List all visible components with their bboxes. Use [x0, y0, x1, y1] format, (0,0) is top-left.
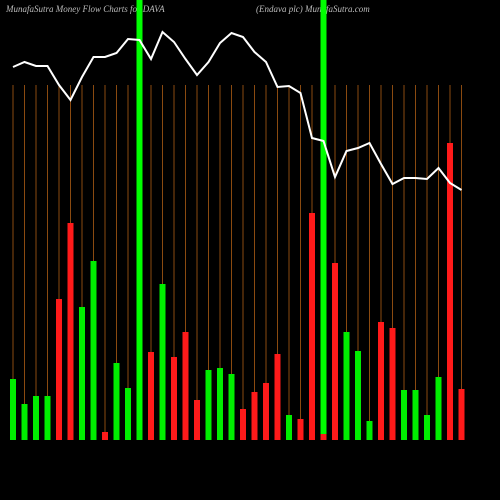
bar: [113, 363, 120, 440]
bar: [412, 390, 419, 440]
money-flow-line: [12, 30, 463, 191]
bar: [90, 261, 97, 440]
bar: [424, 415, 430, 440]
bar: [332, 263, 338, 440]
bar: [240, 409, 246, 440]
bar: [355, 351, 361, 440]
bar: [286, 415, 292, 440]
bar: [435, 377, 442, 440]
bar: [251, 392, 258, 440]
chart-title: MunafaSutra Money Flow Charts for DAVA: [5, 4, 165, 14]
bar: [79, 307, 85, 440]
bar: [182, 332, 189, 440]
chart-subtitle: (Endava plc) MunafaSutra.com: [256, 4, 370, 14]
bar: [125, 388, 131, 440]
bar: [194, 400, 200, 440]
bar: [389, 328, 396, 440]
bar: [44, 396, 51, 440]
bar: [56, 299, 62, 440]
bar: [297, 419, 304, 440]
bar: [320, 434, 327, 440]
bar: [366, 421, 373, 440]
bar: [33, 396, 39, 440]
bar: [309, 213, 315, 440]
bar: [263, 383, 269, 440]
bar: [159, 284, 166, 440]
bar: [401, 390, 407, 440]
bar: [217, 368, 223, 440]
bar: [148, 352, 154, 440]
bar: [136, 430, 143, 440]
bar: [10, 379, 16, 440]
bar: [205, 370, 212, 440]
bar: [343, 332, 350, 440]
bar: [67, 223, 74, 440]
bar: [447, 143, 453, 440]
bar: [378, 322, 384, 440]
bar: [228, 374, 235, 440]
highlight-band: [136, 0, 143, 440]
bar: [458, 389, 465, 440]
bar: [274, 354, 281, 440]
bar: [21, 404, 28, 440]
bar: [171, 357, 177, 440]
highlight-band: [320, 0, 327, 440]
bar: [102, 432, 108, 440]
